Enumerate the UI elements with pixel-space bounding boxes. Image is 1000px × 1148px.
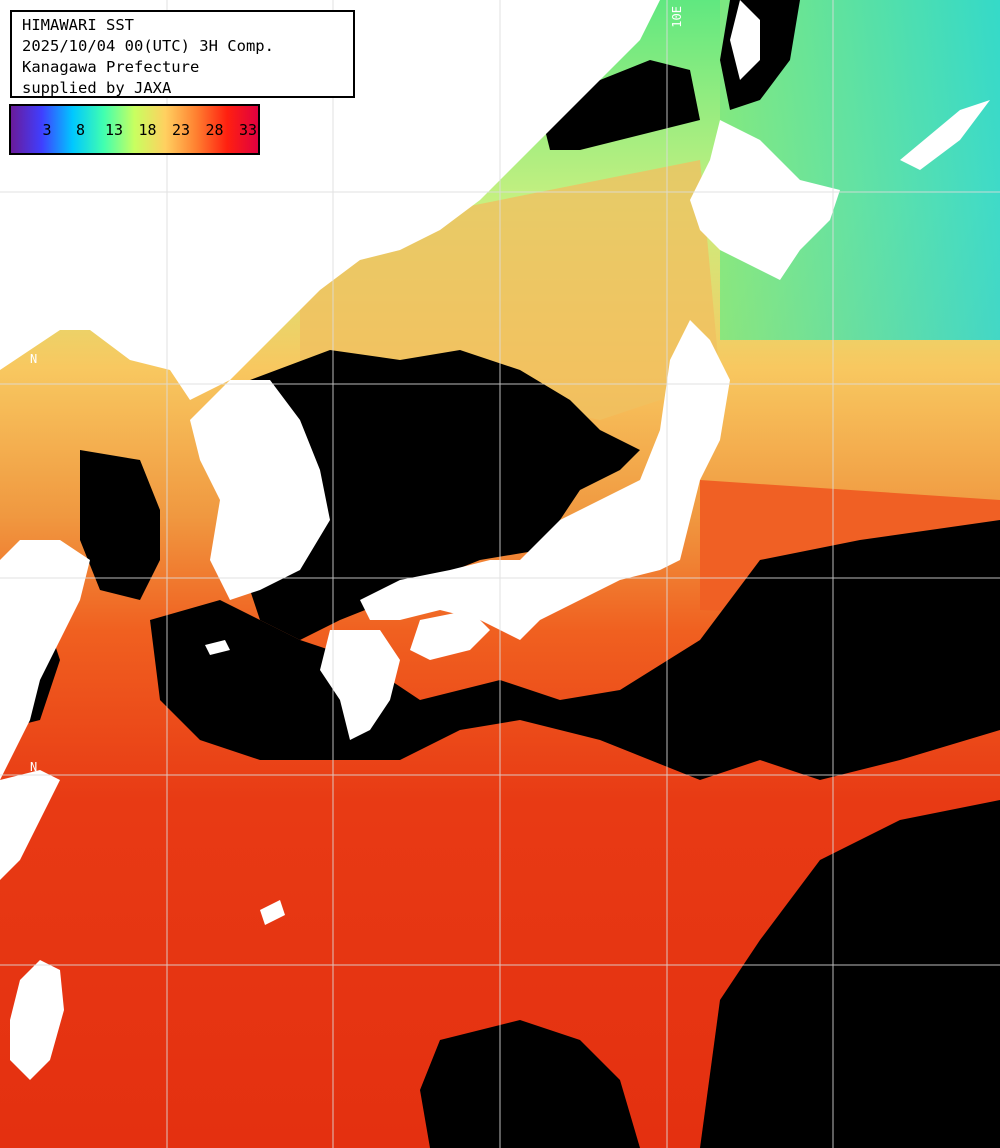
grid-label-lat-1: N (30, 352, 38, 366)
legend-labels: 3 8 13 18 23 28 33 (11, 106, 258, 153)
land-kuril (900, 100, 990, 170)
land (0, 0, 990, 1080)
map-credit: supplied by JAXA (22, 79, 172, 97)
legend-tick-label: 8 (75, 121, 86, 139)
map-title: HIMAWARI SST (22, 16, 134, 34)
grid-label-top-lon: 10E (670, 6, 684, 28)
land-okinawa (260, 900, 285, 925)
legend-tick-label: 33 (238, 121, 258, 139)
legend-color-bar (11, 106, 258, 153)
legend-tick-label: 13 (104, 121, 124, 139)
legend-tick-label: 28 (205, 121, 224, 139)
land-china-south (0, 770, 60, 880)
map-title-box: HIMAWARI SST 2025/10/04 00(UTC) 3H Comp.… (10, 10, 355, 98)
land-jeju (205, 640, 230, 655)
land-asia-north (0, 0, 660, 400)
legend-tick-label: 23 (171, 121, 191, 139)
land-sakhalin (730, 0, 760, 80)
land-china-coast (0, 540, 90, 780)
land-kyushu (320, 630, 400, 740)
temperature-legend: 3 8 13 18 23 28 33 (9, 104, 260, 155)
map-region: Kanagawa Prefecture (22, 58, 200, 76)
grid-label-lat-2: N (30, 760, 38, 774)
land-korea (190, 380, 330, 600)
land-shikoku (410, 610, 490, 660)
legend-tick-label: 3 (42, 121, 52, 139)
map-timestamp: 2025/10/04 00(UTC) 3H Comp. (22, 37, 274, 55)
land-taiwan (10, 960, 64, 1080)
legend-tick-label: 18 (138, 121, 157, 139)
land-honshu (360, 320, 730, 640)
land-hokkaido (690, 120, 840, 280)
